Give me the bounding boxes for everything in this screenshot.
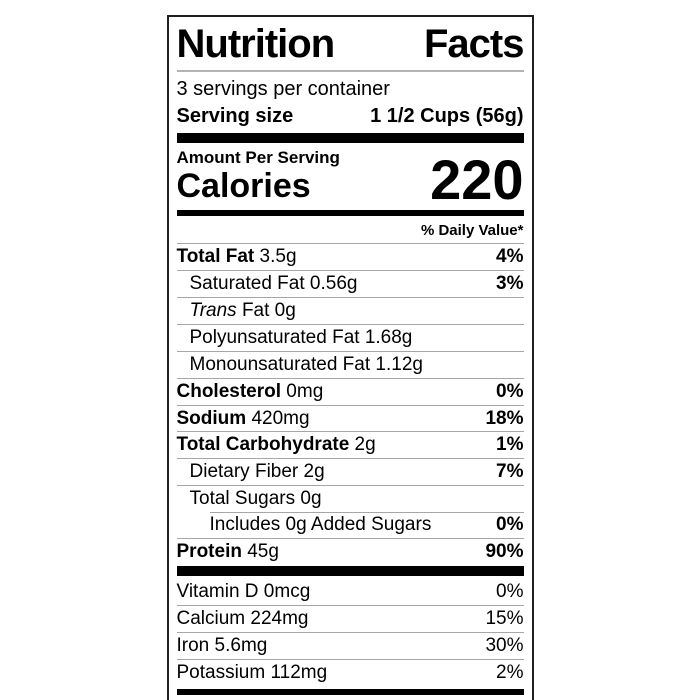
nutrient-name: Total Fat 3.5g <box>176 246 297 268</box>
nutrient-row-cholesterol: Cholesterol 0mg 0% <box>176 377 524 405</box>
vitamin-name: Calcium 224mg <box>176 607 309 629</box>
nutrient-name: Trans Fat 0g <box>189 300 296 322</box>
nutrient-row-total-carbohydrate: Total Carbohydrate 2g 1% <box>176 431 524 458</box>
nutrient-row-added-sugars: Includes 0g Added Sugars 0% <box>177 512 524 538</box>
nutrition-facts-label: Nutrition Facts 3 servings per container… <box>166 15 534 700</box>
footnote: * The % Daily Value (DV) tells you how m… <box>177 697 524 700</box>
nutrient-dv: 18% <box>485 407 524 429</box>
nutrient-row-total-sugars: Total Sugars 0g <box>176 485 524 512</box>
nutrient-name: Polyunsaturated Fat 1.68g <box>189 326 413 348</box>
servings-per-container: 3 servings per container <box>176 78 390 100</box>
calories-value: 220 <box>430 148 524 212</box>
nutrient-dv: 4% <box>496 246 524 268</box>
nutrient-dv: 90% <box>485 541 524 563</box>
vitamin-dv: 0% <box>496 580 524 602</box>
nutrient-row-total-fat: Total Fat 3.5g 4% <box>176 243 524 270</box>
vitamin-row-iron: Iron 5.6mg 30% <box>176 631 524 659</box>
vitamin-dv: 15% <box>485 607 524 629</box>
nutrient-name: Protein 45g <box>176 541 279 563</box>
nutrient-name: Sodium 420mg <box>176 407 310 429</box>
serving-size-value: 1 1/2 Cups (56g) <box>370 105 524 127</box>
calories-left: Amount Per Serving Calories <box>177 147 340 203</box>
thick-divider-bar <box>176 133 524 143</box>
nutrient-row-polyunsaturated-fat: Polyunsaturated Fat 1.68g <box>176 323 524 351</box>
nutrient-dv: 1% <box>496 434 524 456</box>
thick-divider-bar <box>176 565 524 576</box>
medium-divider-bar <box>176 688 524 695</box>
vitamin-name: Vitamin D 0mcg <box>176 580 311 602</box>
amount-per-serving-label: Amount Per Serving <box>176 148 340 167</box>
nutrient-name: Dietary Fiber 2g <box>189 461 325 483</box>
serving-size-label: Serving size <box>176 105 294 127</box>
serving-size-row: Serving size 1 1/2 Cups (56g) <box>177 102 524 132</box>
nutrient-row-monounsaturated-fat: Monounsaturated Fat 1.12g <box>176 350 524 378</box>
vitamin-name: Potassium 112mg <box>176 661 328 683</box>
nutrient-row-trans-fat: Trans Fat 0g <box>176 297 524 324</box>
nutrient-row-saturated-fat: Saturated Fat 0.56g 3% <box>176 270 524 297</box>
vitamin-row-potassium: Potassium 112mg 2% <box>176 658 524 686</box>
nutrient-dv: 3% <box>496 273 524 295</box>
title-divider <box>176 70 524 72</box>
calories-block: Amount Per Serving Calories 220 <box>177 146 524 212</box>
vitamin-name: Iron 5.6mg <box>176 634 268 656</box>
vitamin-row-vitamin-d: Vitamin D 0mcg 0% <box>177 579 524 605</box>
daily-value-header: % Daily Value* <box>420 222 524 240</box>
nutrient-row-sodium: Sodium 420mg 18% <box>176 404 524 432</box>
nutrient-name: Monounsaturated Fat 1.12g <box>189 353 423 375</box>
calories-label: Calories <box>176 167 311 206</box>
nutrient-row-protein: Protein 45g 90% <box>176 538 524 565</box>
label-title: Nutrition Facts <box>176 22 525 66</box>
nutrient-name: Total Carbohydrate 2g <box>176 434 376 456</box>
vitamin-dv: 30% <box>485 634 524 656</box>
nutrient-name: Includes 0g Added Sugars <box>209 514 432 536</box>
nutrient-name: Cholesterol 0mg <box>176 380 324 402</box>
nutrient-row-dietary-fiber: Dietary Fiber 2g 7% <box>176 458 524 485</box>
vitamin-dv: 2% <box>496 661 524 683</box>
nutrient-name: Total Sugars 0g <box>189 488 322 510</box>
nutrient-dv: 7% <box>496 461 524 483</box>
nutrient-name: Saturated Fat 0.56g <box>189 273 358 295</box>
medium-divider-bar <box>176 210 524 217</box>
nutrient-dv: 0% <box>496 380 524 402</box>
nutrient-dv: 0% <box>496 514 524 536</box>
vitamin-row-calcium: Calcium 224mg 15% <box>176 604 524 632</box>
